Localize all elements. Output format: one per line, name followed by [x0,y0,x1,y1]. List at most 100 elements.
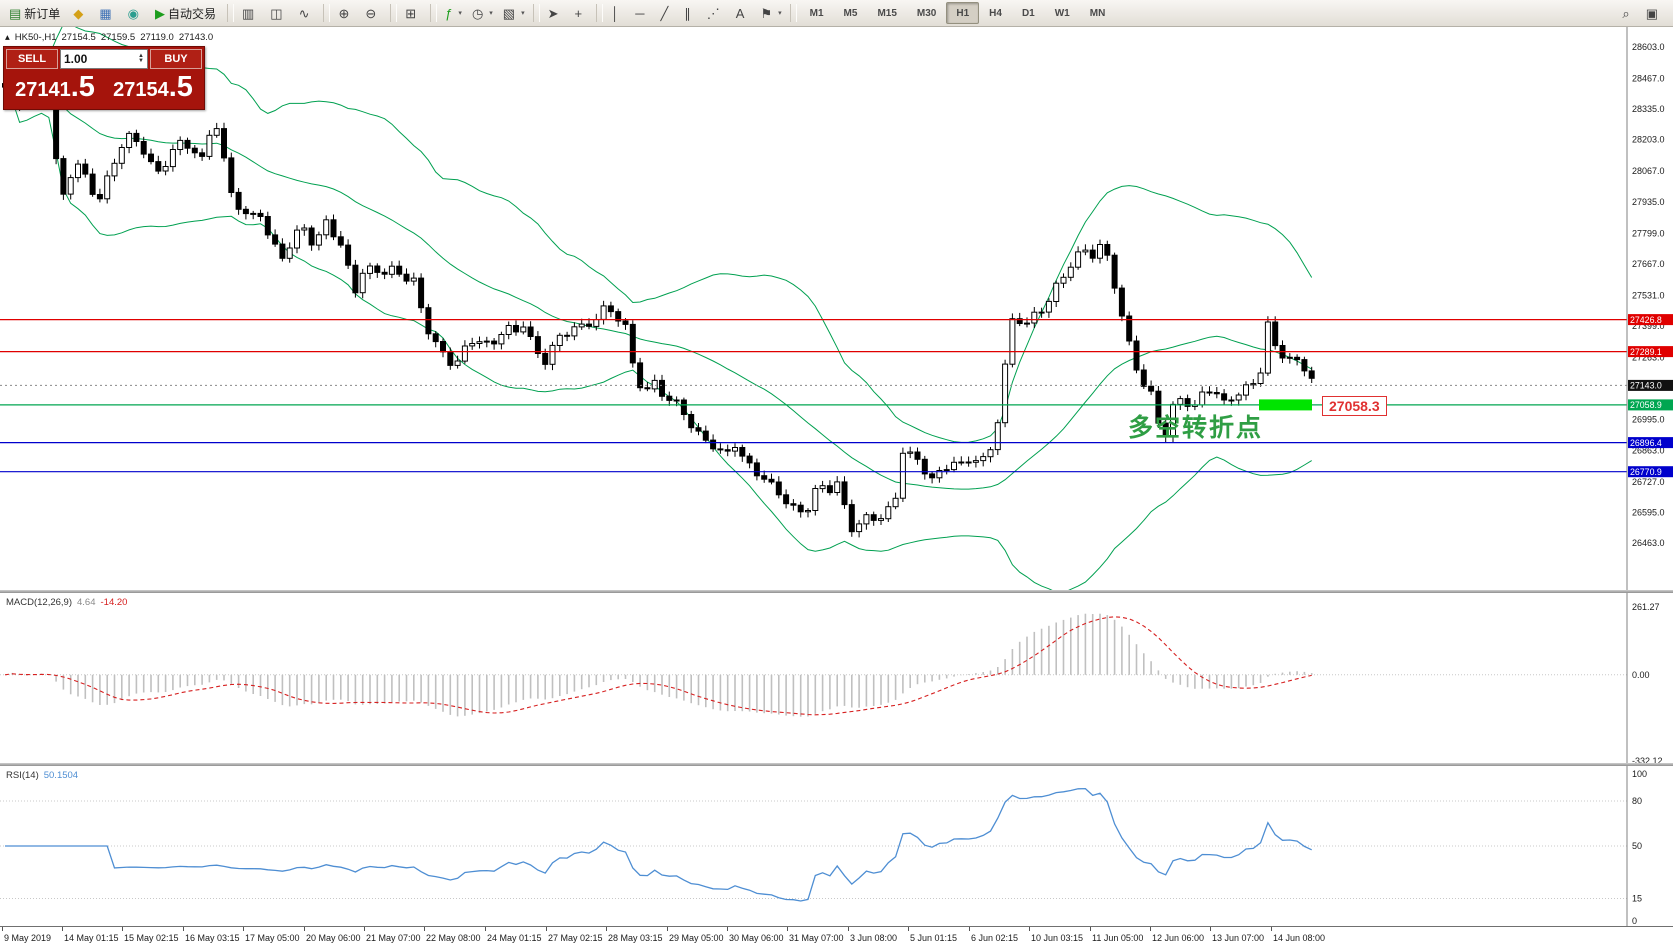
time-axis[interactable]: 9 May 2019 14 May 01:15 15 May 02:15 16 May… [0,926,1673,948]
svg-text:28203.0: 28203.0 [1632,135,1665,145]
time-label: 12 Jun 06:00 [1152,933,1205,943]
low-value: 27119.0 [140,32,174,43]
collapse-panel-arrow-icon[interactable]: ▴ [5,32,10,43]
toolbar-button-label: 新订单 [24,6,61,21]
svg-text:27289.1: 27289.1 [1630,347,1662,357]
time-tick [1090,927,1091,931]
time-tick [62,927,63,931]
toolbar-button-icon: ⊖ [365,5,377,21]
volume-down-button[interactable]: ▼ [138,58,144,64]
toolbar-button-label: M15 [877,7,897,19]
new-order-button[interactable]: ▤ 新订单 [4,2,68,24]
data-window-button[interactable]: ◉ [123,2,150,24]
periods-button[interactable]: ◷ ▾ [467,2,498,24]
time-label: 29 May 05:00 [669,933,724,943]
indicators-button[interactable]: ƒ ▾ [440,2,467,24]
cursor-button[interactable]: ➤ [543,2,570,24]
time-tick [969,927,970,931]
fibonacci-button[interactable]: ⋰ [702,2,731,24]
time-label: 28 May 03:15 [608,933,663,943]
arrows-tool-button[interactable]: ⚑ ▾ [755,2,786,24]
pane-splitter[interactable] [0,763,1673,766]
pane-splitter[interactable] [0,590,1673,593]
chevron-down-icon: ▾ [521,10,525,17]
vertical-line-button[interactable]: │ [606,2,630,24]
time-label: 27 May 02:15 [548,933,603,943]
autotrading-button[interactable]: ▶ 自动交易 [150,2,224,24]
volume-input[interactable]: 1.00 ▲ ▼ [60,49,148,69]
horizontal-line-button[interactable]: ─ [630,2,655,24]
toolbar-button-label: D1 [1021,7,1035,19]
tf-m1-button[interactable]: M1 [800,2,834,24]
toolbar-button-icon: ⊕ [338,5,350,21]
rsi-indicator-pane[interactable]: 100 80 50 15 0 [0,766,1673,926]
chart-windows-button[interactable]: ▣ [1641,2,1669,24]
toolbar-button-label: M5 [843,7,858,19]
time-tick [364,927,365,931]
time-tick [1210,927,1211,931]
search-button[interactable]: ⌕ [1617,2,1640,24]
time-tick [606,927,607,931]
time-tick [122,927,123,931]
toolbar-button-icon: ▣ [1645,5,1658,21]
toolbar-right-items: ⌕ ▣ [1617,0,1669,27]
time-label: 24 May 01:15 [487,933,542,943]
time-label: 6 Jun 02:15 [971,933,1019,943]
toolbar-button-label: H4 [989,7,1002,19]
svg-text:50: 50 [1632,841,1642,851]
tf-w1-button[interactable]: W1 [1045,2,1080,24]
zoom-out-button[interactable]: ⊖ [360,2,387,24]
rsi-indicator-label: RSI(14) 50.1504 [6,770,79,781]
tf-m15-button[interactable]: M15 [867,2,906,24]
time-tick [485,927,486,931]
toolbar-button-icon: ▤ [9,5,22,21]
zoom-in-button[interactable]: ⊕ [333,2,360,24]
svg-text:28335.0: 28335.0 [1632,104,1665,114]
time-label: 13 Jun 07:00 [1212,933,1265,943]
crosshair-button[interactable]: + [570,2,594,24]
time-tick [848,927,849,931]
buy-price[interactable]: 27154.5 [113,71,193,103]
tf-h1-button[interactable]: H1 [946,2,980,24]
market-watch-button[interactable]: ▦ [94,2,122,24]
bar-chart-type-button[interactable]: ▥ [237,2,265,24]
candle-chart-type-button[interactable]: ◫ [265,2,293,24]
turning-point-annotation[interactable]: 多空转折点 [1128,414,1264,442]
tf-m30-button[interactable]: M30 [907,2,946,24]
macd-indicator-pane[interactable]: 261.27 0.00 -332.12 [0,593,1673,763]
tile-windows-button[interactable]: ⊞ [400,2,427,24]
toolbar-button-label: M30 [916,7,937,19]
templates-button[interactable]: ▧ ▾ [498,2,530,24]
toolbar-button-icon: ƒ [445,5,453,21]
buy-button[interactable]: BUY [150,49,202,69]
price-callout-label[interactable]: 27058.3 [1322,396,1387,416]
tf-d1-button[interactable]: D1 [1012,2,1045,24]
tf-h4-button[interactable]: H4 [979,2,1012,24]
channel-button[interactable]: ∥ [679,2,702,24]
time-tick [727,927,728,931]
toolbar-button-label: M1 [809,7,824,19]
toolbar-button-icon: ◉ [127,5,139,21]
svg-text:-332.12: -332.12 [1632,756,1663,763]
toolbar-button-icon: ⌕ [1622,5,1630,21]
text-tool-button[interactable]: A [731,2,756,24]
tf-m5-button[interactable]: M5 [834,2,868,24]
sell-button[interactable]: SELL [6,49,58,69]
toolbar-items: ▤ 新订单 ◆ ▦ ◉ ▶ 自动交易 ▥ ◫ [4,0,1115,27]
chevron-down-icon: ▾ [489,10,493,17]
sell-price[interactable]: 27141.5 [15,71,95,103]
toolbar-button-icon: ∿ [298,5,310,21]
trendline-button[interactable]: ╱ [655,2,679,24]
svg-text:27426.8: 27426.8 [1630,315,1662,325]
main-chart-pane[interactable]: 28603.0 28467.0 28335.0 28203.0 28067.0 27935… [0,27,1673,590]
svg-text:27531.0: 27531.0 [1632,291,1665,301]
chart-window[interactable]: 28603.0 28467.0 28335.0 28203.0 28067.0 27935… [0,27,1673,949]
tf-mn-button[interactable]: MN [1080,2,1116,24]
toolbar-button-icon: │ [611,5,620,21]
profiles-button[interactable]: ◆ [68,2,94,24]
volume-up-button[interactable]: ▲ [138,53,144,59]
open-value: 27154.5 [61,32,96,43]
toolbar-button-icon: ➤ [547,5,559,21]
line-chart-type-button[interactable]: ∿ [294,2,321,24]
time-tick [2,927,3,931]
